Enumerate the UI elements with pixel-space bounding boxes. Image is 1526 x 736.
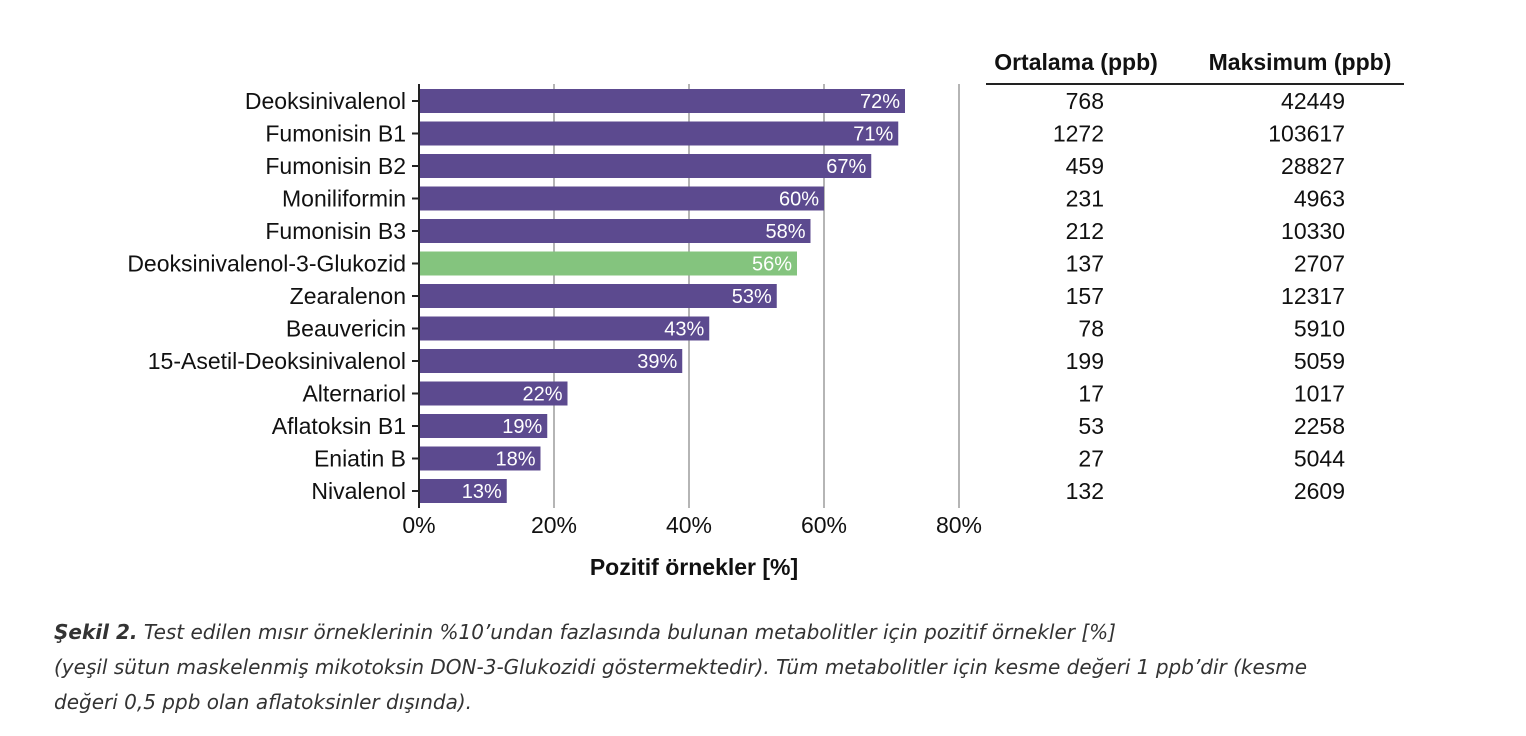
- table-cell-maksimum: 2258: [1294, 413, 1345, 439]
- bar: [419, 251, 797, 276]
- bar: [419, 414, 548, 438]
- table-cell-maksimum: 4963: [1294, 186, 1345, 212]
- category-label: Aflatoksin B1: [272, 413, 406, 439]
- x-tick-label: 40%: [666, 512, 712, 538]
- category-label: Beauvericin: [286, 316, 406, 342]
- stats-table: Ortalama (ppb) Maksimum (ppb) 768 42449 1272…: [986, 49, 1404, 504]
- table-cell-maksimum: 12317: [1281, 283, 1345, 309]
- category-label: Fumonisin B1: [265, 121, 406, 147]
- table-cell-maksimum: 2609: [1294, 478, 1345, 504]
- category-label: Alternariol: [302, 381, 406, 407]
- x-tick-label: 20%: [531, 512, 577, 538]
- bar: [419, 121, 899, 146]
- table-cell-maksimum: 5910: [1294, 316, 1345, 342]
- category-label: Deoksinivalenol: [245, 88, 406, 114]
- table-header-ortalama: Ortalama (ppb): [994, 49, 1158, 75]
- caption-line-3: değeri 0,5 ppb olan aflatoksinler dışınd…: [54, 690, 473, 714]
- bar: [419, 349, 683, 373]
- bar-value-label: 60%: [779, 189, 819, 211]
- bar: [419, 446, 541, 471]
- table-cell-maksimum: 42449: [1281, 88, 1345, 114]
- x-axis-title: Pozitif örnekler [%]: [590, 554, 798, 580]
- bar-value-label: 67%: [826, 156, 866, 178]
- bars: 72% 71% 67% 60% 58% 56% 53% 43% 39% 22% 19% 18% 13%: [419, 89, 905, 503]
- table-cell-maksimum: 2707: [1294, 251, 1345, 277]
- table-cell-ortalama: 768: [1066, 88, 1104, 114]
- bar-value-label: 71%: [853, 124, 893, 146]
- bar-value-label: 56%: [752, 254, 792, 276]
- caption-line-1: Test edilen mısır örneklerinin %10’undan…: [143, 620, 1116, 644]
- table-cell-ortalama: 199: [1066, 348, 1104, 374]
- table-cell-ortalama: 53: [1078, 413, 1104, 439]
- bar: [419, 89, 905, 113]
- table-cell-ortalama: 132: [1066, 478, 1104, 504]
- bar-value-label: 53%: [732, 286, 772, 308]
- bar: [419, 154, 872, 178]
- bar-value-label: 13%: [462, 481, 502, 503]
- x-tick-label: 60%: [801, 512, 847, 538]
- category-label: Deoksinivalenol-3-Glukozid: [127, 251, 406, 277]
- category-label: Moniliformin: [282, 186, 406, 212]
- table-cell-ortalama: 157: [1066, 283, 1104, 309]
- table-cell-ortalama: 78: [1078, 316, 1104, 342]
- bar: [419, 479, 507, 503]
- table-cell-maksimum: 103617: [1268, 121, 1345, 147]
- bar-value-label: 18%: [495, 449, 535, 471]
- figure-caption: Şekil 2. Test edilen mısır örneklerinin …: [54, 615, 1494, 720]
- table-cell-maksimum: 1017: [1294, 381, 1345, 407]
- bar: [419, 284, 777, 308]
- category-label: Zearalenon: [290, 283, 406, 309]
- category-label: Eniatin B: [314, 446, 406, 472]
- bar-value-label: 39%: [637, 351, 677, 373]
- table-header-maksimum: Maksimum (ppb): [1209, 49, 1392, 75]
- bar: [419, 186, 824, 211]
- table-cell-maksimum: 28827: [1281, 153, 1345, 179]
- bar-value-label: 43%: [664, 319, 704, 341]
- bar-value-label: 22%: [522, 384, 562, 406]
- table-cell-ortalama: 17: [1078, 381, 1104, 407]
- table-cell-ortalama: 231: [1066, 186, 1104, 212]
- category-label: 15-Asetil-Deoksinivalenol: [148, 348, 406, 374]
- bar-value-label: 72%: [860, 91, 900, 113]
- category-label: Fumonisin B3: [265, 218, 406, 244]
- table-cell-maksimum: 5059: [1294, 348, 1345, 374]
- bar: [419, 316, 710, 341]
- table-cell-ortalama: 27: [1078, 446, 1104, 472]
- bar: [419, 381, 568, 406]
- bar: [419, 219, 811, 243]
- caption-line-2: (yeşil sütun maskelenmiş mikotoksin DON-…: [54, 655, 1308, 679]
- category-label: Fumonisin B2: [265, 153, 406, 179]
- table-cell-ortalama: 212: [1066, 218, 1104, 244]
- x-tick-label: 80%: [936, 512, 982, 538]
- table-cell-maksimum: 10330: [1281, 218, 1345, 244]
- x-tick-label: 0%: [402, 512, 435, 538]
- table-cell-ortalama: 137: [1066, 251, 1104, 277]
- table-cell-maksimum: 5044: [1294, 446, 1345, 472]
- bar-value-label: 58%: [765, 221, 805, 243]
- category-label: Nivalenol: [311, 478, 406, 504]
- bar-chart: 72%71%67%60%58%56%53%43%39%22%19%18%13% …: [127, 49, 1404, 580]
- caption-lead: Şekil 2.: [54, 620, 138, 644]
- table-cell-ortalama: 1272: [1053, 121, 1104, 147]
- bar-value-label: 19%: [502, 416, 542, 438]
- axes: 0% 20% 40% 60% 80% Deoksinivalenol Fumonisin B…: [127, 84, 982, 538]
- table-cell-ortalama: 459: [1066, 153, 1104, 179]
